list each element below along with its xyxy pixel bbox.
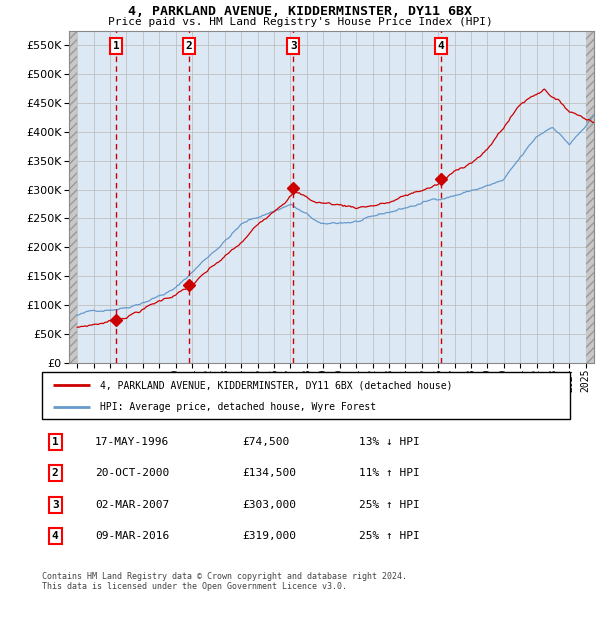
FancyBboxPatch shape	[42, 372, 570, 419]
Text: Price paid vs. HM Land Registry's House Price Index (HPI): Price paid vs. HM Land Registry's House …	[107, 17, 493, 27]
Text: 11% ↑ HPI: 11% ↑ HPI	[359, 468, 419, 479]
Text: 4, PARKLAND AVENUE, KIDDERMINSTER, DY11 6BX: 4, PARKLAND AVENUE, KIDDERMINSTER, DY11 …	[128, 5, 472, 18]
Text: 09-MAR-2016: 09-MAR-2016	[95, 531, 169, 541]
Text: £134,500: £134,500	[242, 468, 296, 479]
Text: 17-MAY-1996: 17-MAY-1996	[95, 437, 169, 447]
Text: 4: 4	[438, 41, 445, 51]
Text: 2: 2	[185, 41, 192, 51]
Bar	[586, 31, 594, 363]
Text: £303,000: £303,000	[242, 500, 296, 510]
Text: 02-MAR-2007: 02-MAR-2007	[95, 500, 169, 510]
Bar	[69, 31, 77, 363]
Text: 25% ↑ HPI: 25% ↑ HPI	[359, 531, 419, 541]
Text: £319,000: £319,000	[242, 531, 296, 541]
Text: £74,500: £74,500	[242, 437, 290, 447]
Text: 25% ↑ HPI: 25% ↑ HPI	[359, 500, 419, 510]
Text: 3: 3	[290, 41, 296, 51]
Text: 1: 1	[52, 437, 59, 447]
Text: 3: 3	[52, 500, 59, 510]
Text: 1: 1	[113, 41, 119, 51]
Text: 13% ↓ HPI: 13% ↓ HPI	[359, 437, 419, 447]
Text: 4: 4	[52, 531, 59, 541]
Text: HPI: Average price, detached house, Wyre Forest: HPI: Average price, detached house, Wyre…	[100, 402, 376, 412]
Text: 20-OCT-2000: 20-OCT-2000	[95, 468, 169, 479]
Text: Contains HM Land Registry data © Crown copyright and database right 2024.
This d: Contains HM Land Registry data © Crown c…	[42, 572, 407, 591]
Text: 2: 2	[52, 468, 59, 479]
Text: 4, PARKLAND AVENUE, KIDDERMINSTER, DY11 6BX (detached house): 4, PARKLAND AVENUE, KIDDERMINSTER, DY11 …	[100, 380, 452, 390]
